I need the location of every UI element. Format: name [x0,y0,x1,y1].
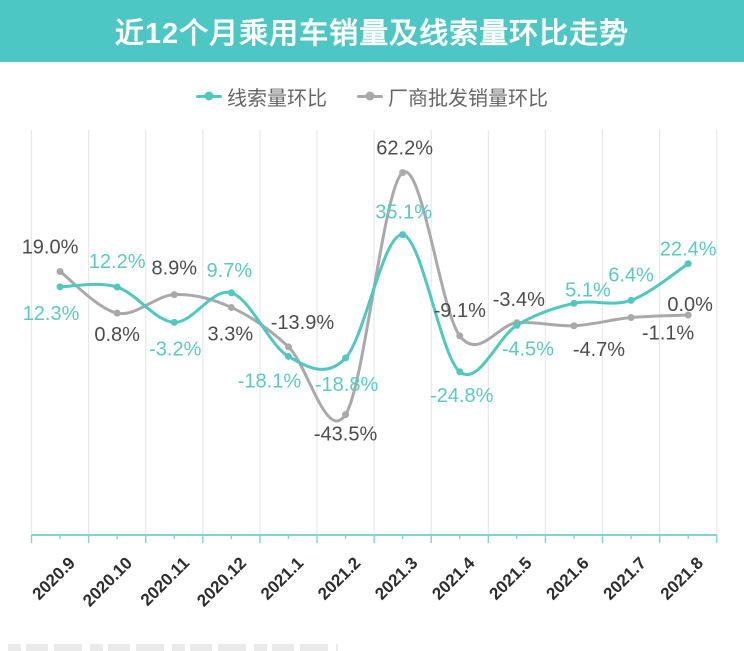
value-label: -3.2% [149,338,201,360]
value-label: -1.1% [642,323,694,345]
value-label: 8.9% [151,258,197,280]
x-axis-label: 2021.4 [428,553,479,604]
series-point [56,283,64,291]
value-label: 62.2% [376,138,433,160]
x-axis-label: 2020.11 [137,553,193,609]
series-point [456,332,464,340]
value-label: 5.1% [565,279,611,301]
legend-item-label: 厂商批发销量环比 [388,87,548,110]
x-axis-label: 2021.1 [257,553,307,603]
legend-item-wholesale[interactable]: 厂商批发销量环比 [357,82,548,111]
x-axis-label: 2020.9 [29,553,79,603]
series-point [513,321,521,329]
x-axis-label: 2020.10 [79,553,136,610]
value-label: -3.4% [493,289,545,311]
value-label: 9.7% [207,260,253,282]
x-axis-label: 2021.3 [371,553,421,603]
value-label: -4.7% [573,339,625,361]
value-label: 12.2% [89,251,146,273]
series-point [56,267,64,275]
value-label: 3.3% [208,323,254,345]
series-point [570,322,578,330]
legend-item-leads[interactable]: 线索量环比 [196,82,327,111]
title-banner: 近12个月乘用车销量及线索量环比走势 [0,0,744,62]
value-label: -13.9% [271,312,335,334]
value-label: 12.3% [23,303,80,325]
series-point [399,169,407,177]
series-point [684,311,692,319]
chart-title: 近12个月乘用车销量及线索量环比走势 [114,18,630,50]
series-point [284,352,292,360]
value-label: -18.8% [315,374,379,396]
series-point [113,309,121,317]
x-axis-label: 2021.5 [485,553,535,603]
series-point [227,303,235,311]
series-point [113,283,121,291]
legend-line-marker-gray-icon [357,91,383,101]
series-point [170,318,178,326]
footnote-cutoff [8,644,338,651]
x-axis-label: 2020.12 [193,553,250,610]
series-point [227,289,235,297]
value-label: 19.0% [22,236,79,258]
x-axis-label: 2021.6 [543,553,593,603]
x-axis-label: 2021.2 [314,553,364,603]
value-label: -18.1% [238,370,302,392]
x-axis-label: 2021.8 [657,553,707,603]
series-point [284,343,292,351]
series-point [342,411,350,419]
legend: 线索量环比 厂商批发销量环比 [0,82,744,110]
series-point [627,296,635,304]
value-label: -43.5% [314,424,378,446]
series-point [456,368,464,376]
series-point [684,260,692,268]
legend-item-label: 线索量环比 [227,87,327,110]
value-label: -9.1% [434,300,486,322]
value-label: 35.1% [375,202,432,224]
series-point [399,231,407,239]
x-axis-label: 2021.7 [600,553,650,603]
legend-line-marker-teal-icon [196,91,222,101]
value-label: 0.0% [667,294,713,316]
series-point [627,314,635,322]
value-label: -4.5% [502,338,554,360]
series-point [170,291,178,299]
value-label: 0.8% [94,324,140,346]
series-point [342,354,350,362]
value-label: 6.4% [608,264,654,286]
value-label: -24.8% [430,385,494,407]
value-label: 22.4% [660,239,717,261]
series-point [570,299,578,307]
